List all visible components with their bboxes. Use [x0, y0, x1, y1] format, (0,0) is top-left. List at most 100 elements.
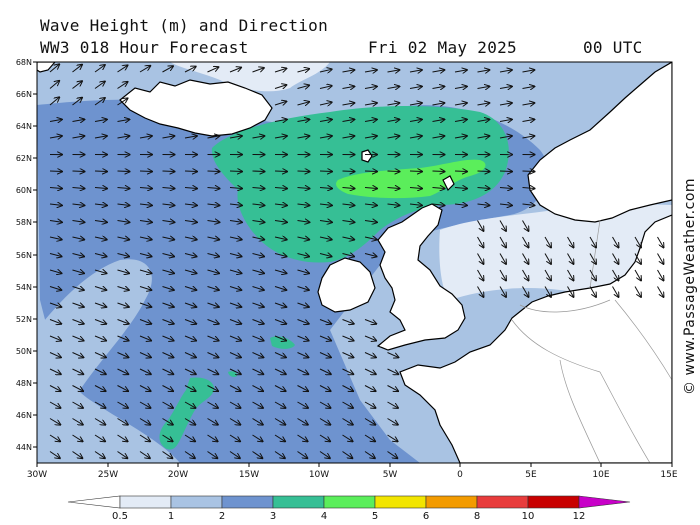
wave-arrow: [319, 102, 332, 105]
wave-arrow: [229, 254, 242, 257]
wave-arrow: [162, 287, 174, 291]
wave-arrow: [297, 102, 310, 105]
wave-arrow: [139, 303, 151, 307]
wave-arrow: [117, 237, 130, 240]
wave-arrow: [297, 287, 309, 291]
wave-arrow: [184, 67, 196, 73]
wave-arrow: [162, 385, 174, 392]
wave-arrow: [387, 434, 398, 441]
wave-arrow: [229, 237, 242, 240]
wave-arrow: [409, 136, 422, 138]
colorbar-cell-below: [67, 495, 121, 509]
wave-arrow: [184, 401, 196, 408]
wave-arrow: [72, 204, 85, 205]
wave-arrow: [522, 86, 535, 88]
wave-arrow: [117, 188, 130, 189]
colorbar-label-5: 5: [372, 511, 378, 522]
lat-label-60n: 60N: [16, 186, 32, 195]
colorbar: [67, 495, 631, 509]
wave-arrow: [387, 119, 400, 121]
wave-arrow: [72, 451, 83, 459]
lat-label-54n: 54N: [16, 283, 32, 292]
wave-arrow: [252, 270, 265, 273]
wave-arrow: [319, 188, 332, 189]
wave-arrow: [297, 451, 308, 459]
wave-arrow: [567, 253, 574, 264]
wave-arrow: [544, 269, 551, 280]
wave-arrow: [499, 136, 512, 138]
wave-arrow: [94, 451, 105, 459]
wave-arrow: [72, 221, 85, 223]
wave-arrow: [297, 368, 309, 374]
wave-arrow: [117, 319, 129, 324]
wave-arrow: [387, 418, 398, 425]
wave-arrow: [522, 220, 529, 231]
wave-arrow: [477, 103, 490, 105]
wave-arrow: [477, 86, 490, 88]
wave-arrow: [252, 171, 265, 172]
lon-label-15w: 15W: [239, 470, 259, 480]
wave-arrow: [364, 103, 377, 105]
wave-arrow: [274, 237, 287, 240]
wave-arrow: [454, 70, 467, 72]
wave-arrow: [252, 221, 265, 223]
wave-arrow: [319, 385, 331, 392]
wave-arrow: [432, 171, 445, 172]
wave-arrow: [252, 287, 264, 291]
wave-arrow: [432, 119, 445, 121]
wave-arrow: [387, 188, 400, 189]
wave-arrow: [454, 171, 467, 172]
sea-band-light-north: [170, 62, 330, 92]
wave-arrow: [274, 204, 287, 205]
wave-arrow: [207, 319, 219, 324]
wave-arrow: [274, 319, 286, 324]
wave-arrow: [274, 85, 286, 89]
wave-arrow: [72, 434, 83, 441]
colorbar-label-6: 6: [423, 511, 429, 522]
wave-arrow: [162, 270, 175, 273]
wave-arrow: [454, 188, 467, 189]
sea-band-3m-south: [159, 377, 215, 450]
wave-arrow: [364, 319, 376, 324]
wave-arrow: [364, 119, 377, 121]
sea-band-3m-spot: [270, 336, 295, 349]
wave-arrow: [499, 188, 512, 189]
wave-arrow: [94, 221, 107, 223]
wave-arrow: [387, 385, 399, 392]
wave-arrow: [319, 136, 332, 138]
wave-arrow: [207, 303, 219, 307]
wave-arrow: [342, 221, 355, 223]
shetland: [442, 175, 455, 192]
wave-arrow: [432, 204, 445, 205]
wave-arrow: [72, 385, 84, 392]
wave-arrow: [612, 236, 619, 247]
wave-arrow: [409, 188, 422, 189]
wave-arrow: [319, 319, 331, 324]
lat-label-56n: 56N: [16, 251, 32, 260]
wave-arrow: [499, 286, 506, 297]
forecast-model: WW3 018 Hour Forecast: [40, 38, 249, 57]
wave-arrow: [72, 287, 84, 291]
wave-arrow: [207, 401, 219, 408]
wave-arrow: [162, 335, 174, 341]
wave-arrow: [49, 352, 61, 358]
wave-arrow: [139, 204, 152, 205]
lon-label-10e: 10E: [592, 470, 609, 480]
wave-arrow: [229, 451, 240, 459]
wave-arrow: [207, 451, 218, 459]
wave-arrow: [499, 269, 506, 280]
wave-arrow: [409, 204, 422, 205]
wave-arrow: [364, 70, 377, 72]
wave-arrow: [612, 253, 619, 264]
wave-arrow: [319, 434, 330, 441]
wave-arrow: [207, 385, 219, 392]
wave-arrow: [184, 418, 195, 425]
wave-arrow: [49, 221, 62, 223]
wave-arrow: [544, 236, 551, 247]
wave-arrow: [49, 270, 62, 273]
wave-arrow: [342, 254, 355, 257]
site-credit: © www.PassageWeather.com: [682, 178, 698, 395]
wave-arrow: [387, 204, 400, 205]
wave-arrow: [184, 352, 196, 358]
wave-arrow: [252, 68, 264, 73]
